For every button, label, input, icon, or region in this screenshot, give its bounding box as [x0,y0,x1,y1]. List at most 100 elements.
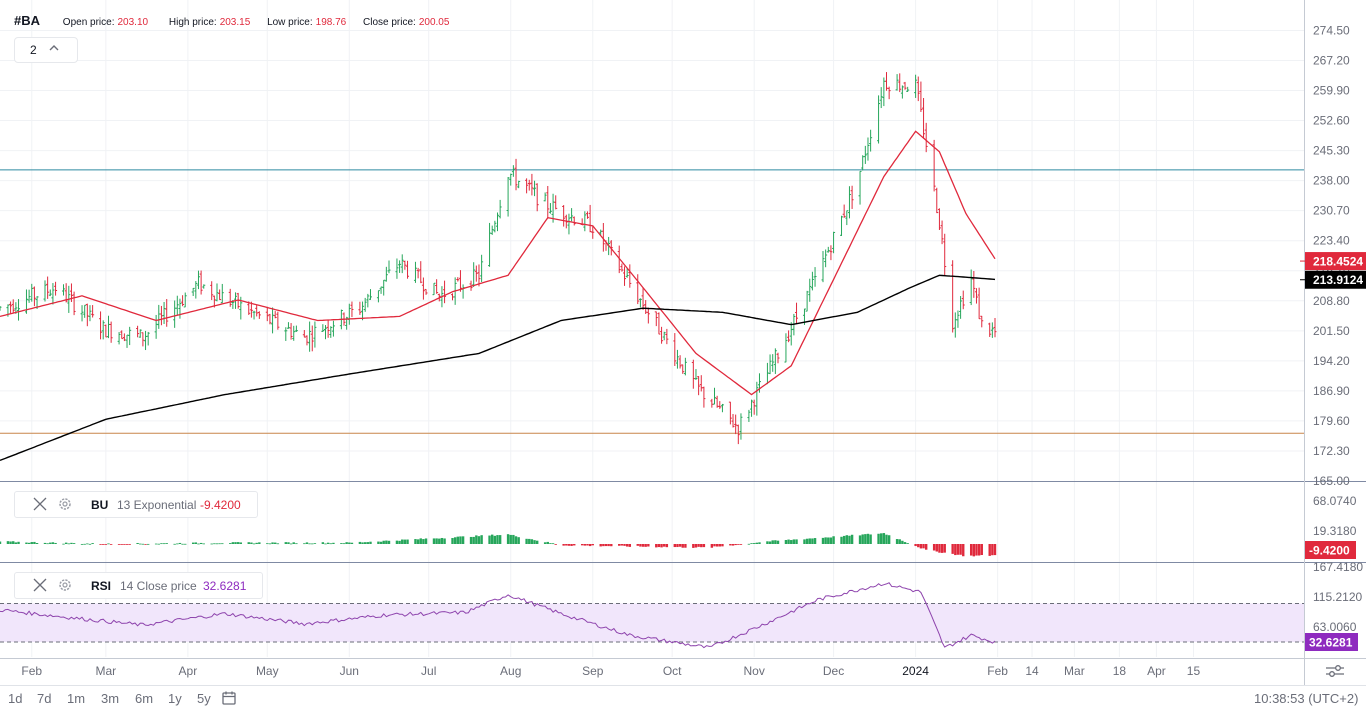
bu-histogram-bar [938,544,941,553]
bu-tick-label: 68.0740 [1313,494,1357,508]
bu-histogram-bar [289,543,293,545]
calendar-icon[interactable] [221,690,237,709]
bu-histogram-bar [509,534,512,544]
bu-histogram-bar [377,541,380,544]
bu-histogram-bar [898,539,901,544]
bu-histogram-bar [758,542,761,544]
bu-histogram-bar [326,542,330,544]
bu-histogram-bar [292,542,295,544]
bu-histogram-bar [694,544,698,548]
bu-histogram-bar [125,544,129,545]
bu-histogram-bar [178,542,182,544]
indicator-collapse-button[interactable]: 2 [14,37,78,63]
period-1m[interactable]: 1m [67,691,86,706]
bu-histogram-bar [438,538,441,544]
bu-histogram-bar [607,544,610,547]
ohlc-bars [0,72,997,445]
bu-histogram-bar [332,542,335,544]
bu-histogram-bar [750,543,753,545]
bu-histogram-bar [991,544,994,556]
period-6m[interactable]: 6m [135,691,154,706]
bu-histogram-bar [673,544,677,548]
rsi-badge-label: 32.6281 [1309,636,1353,650]
bu-histogram-bar [543,542,547,544]
period-1d[interactable]: 1d [8,691,23,706]
bu-histogram-bar [453,537,457,544]
bu-histogram-bar [718,544,721,547]
price-tick-label: 230.70 [1313,204,1350,218]
bu-histogram-bar [599,544,602,547]
bu-histogram-bar [311,543,314,545]
bu-histogram-bar [406,539,409,544]
time-tick-label: Feb [987,664,1008,678]
bu-histogram-bar [776,540,780,544]
bu-histogram-bar [665,544,669,548]
bu-histogram-bar [498,535,502,544]
bu-histogram-bar [303,543,306,545]
price-tick-label: 245.30 [1313,144,1350,158]
bu-histogram-bar [887,535,891,544]
price-tick-label: 179.60 [1313,414,1350,428]
price-tick-label: 194.20 [1313,354,1350,368]
time-tick-label: Sep [582,664,604,678]
bu-histogram-bar [864,534,867,544]
close-icon[interactable] [33,576,47,598]
bu-histogram-bar [702,544,706,548]
bu-histogram-bar [813,538,817,544]
bu-histogram-bar [766,541,769,544]
bu-histogram-bar [398,540,401,544]
bu-histogram-bar [554,544,557,545]
period-3m[interactable]: 3m [101,691,120,706]
bu-histogram-bar [215,543,219,545]
settings-sliders-icon[interactable] [1326,665,1344,677]
bu-histogram-bar [962,544,965,557]
bu-histogram-bar [535,540,539,544]
bu-histogram-bar [210,543,213,545]
bu-histogram-bar [25,542,28,544]
period-5y[interactable]: 5y [197,691,211,706]
rsi-name: RSI [91,579,112,593]
bu-histogram-bar [954,544,957,556]
period-1y[interactable]: 1y [168,691,182,706]
bu-histogram-bar [480,535,483,544]
close-icon[interactable] [33,495,47,517]
bu-histogram-bar [424,538,428,544]
gear-icon[interactable] [57,495,73,517]
bu-histogram-bar [692,544,695,548]
bu-histogram-bar [104,544,108,545]
bu-histogram-bar [639,544,642,547]
bu-histogram-bar [565,544,568,546]
bu-histogram-bar [808,538,811,544]
bu-histogram-bar [832,536,835,544]
bu-histogram-bar [959,544,962,555]
bu-histogram-bar [734,544,737,546]
bu-histogram-bar [932,544,936,551]
bu-histogram-bar [731,544,735,546]
bu-badge [1305,541,1356,559]
bu-histogram-bar [848,535,851,544]
bu-histogram-bar [493,535,497,544]
bu-histogram-bar [154,543,158,545]
time-tick-label: Jun [340,664,359,678]
time-tick-label: 14 [1025,664,1039,678]
bu-histogram-bar [850,534,854,544]
bu-histogram-bar [525,538,528,544]
bu-histogram-bar [202,543,205,545]
bu-histogram-bar [144,544,147,545]
bottom-toolbar: 1d 7d 1m 3m 6m 1y 5y 10:38:53 (UTC+2) [0,686,1366,711]
bu-histogram-bar [123,544,126,545]
bu-histogram-bar [117,544,121,545]
ma-slow-line [0,274,996,462]
bu-histogram-bar [329,543,332,545]
bu-histogram-bar [469,536,473,544]
bu-histogram-bar [604,544,608,547]
bu-histogram-bar [840,536,843,544]
period-7d[interactable]: 7d [37,691,52,706]
bu-histogram-bar [139,543,142,545]
gear-icon[interactable] [57,576,73,598]
bu-histogram-bar [157,543,160,545]
bu-histogram-bar [401,539,404,544]
bu-histogram-bar [885,534,888,544]
bu-histogram-bar [363,542,367,544]
